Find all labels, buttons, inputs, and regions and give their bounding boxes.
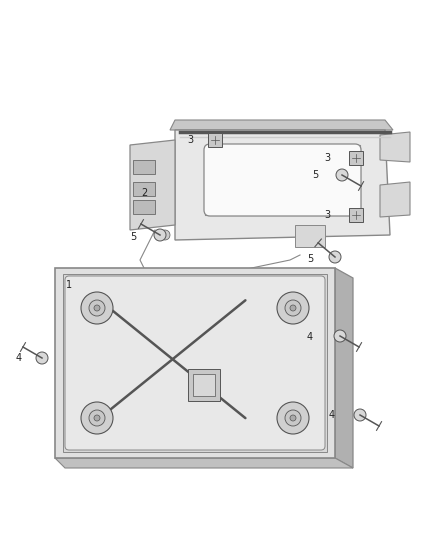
Polygon shape bbox=[133, 160, 155, 174]
Circle shape bbox=[81, 292, 113, 324]
Polygon shape bbox=[55, 458, 353, 468]
Circle shape bbox=[89, 410, 105, 426]
Polygon shape bbox=[349, 151, 363, 165]
Text: 3: 3 bbox=[187, 135, 193, 145]
Text: 1: 1 bbox=[66, 280, 72, 290]
Polygon shape bbox=[170, 120, 393, 130]
Circle shape bbox=[285, 300, 301, 316]
Circle shape bbox=[305, 231, 315, 241]
Circle shape bbox=[94, 305, 100, 311]
Circle shape bbox=[290, 415, 296, 421]
Text: 5: 5 bbox=[312, 170, 318, 180]
Polygon shape bbox=[205, 145, 360, 215]
FancyBboxPatch shape bbox=[204, 144, 361, 216]
Circle shape bbox=[154, 229, 166, 241]
Text: 5: 5 bbox=[307, 254, 313, 264]
Circle shape bbox=[334, 330, 346, 342]
Circle shape bbox=[354, 409, 366, 421]
Text: 3: 3 bbox=[324, 153, 330, 163]
Polygon shape bbox=[187, 369, 219, 401]
Text: 2: 2 bbox=[142, 188, 148, 198]
Circle shape bbox=[389, 141, 401, 153]
Polygon shape bbox=[130, 140, 175, 230]
Circle shape bbox=[277, 292, 309, 324]
Circle shape bbox=[290, 305, 296, 311]
Polygon shape bbox=[55, 268, 335, 458]
Circle shape bbox=[277, 402, 309, 434]
Circle shape bbox=[329, 251, 341, 263]
Circle shape bbox=[36, 352, 48, 364]
Circle shape bbox=[81, 402, 113, 434]
Circle shape bbox=[94, 415, 100, 421]
Text: 4: 4 bbox=[307, 332, 313, 342]
Polygon shape bbox=[335, 268, 353, 468]
Circle shape bbox=[160, 230, 170, 240]
Circle shape bbox=[89, 300, 105, 316]
Text: 4: 4 bbox=[329, 410, 335, 420]
Text: 3: 3 bbox=[324, 210, 330, 220]
Circle shape bbox=[285, 410, 301, 426]
Polygon shape bbox=[208, 133, 222, 147]
Polygon shape bbox=[380, 182, 410, 217]
Polygon shape bbox=[193, 374, 215, 396]
Polygon shape bbox=[175, 130, 390, 240]
Polygon shape bbox=[133, 200, 155, 214]
Polygon shape bbox=[133, 182, 155, 196]
Text: 4: 4 bbox=[16, 353, 22, 363]
Circle shape bbox=[336, 169, 348, 181]
Polygon shape bbox=[380, 132, 410, 162]
Text: 5: 5 bbox=[130, 232, 136, 242]
Polygon shape bbox=[295, 225, 325, 247]
FancyBboxPatch shape bbox=[65, 276, 325, 450]
Polygon shape bbox=[349, 208, 363, 222]
Circle shape bbox=[389, 194, 401, 206]
Polygon shape bbox=[63, 274, 327, 452]
